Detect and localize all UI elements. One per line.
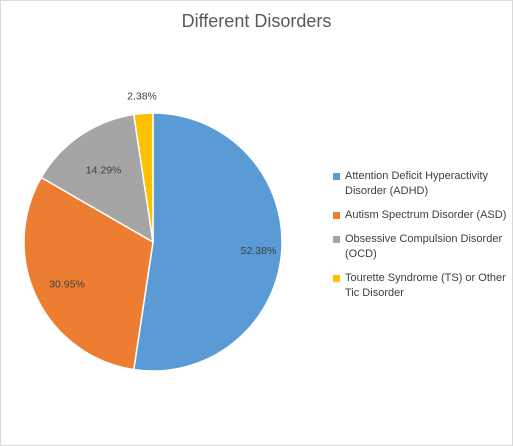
- pie-slices: [23, 112, 283, 372]
- pie-slice-ocd: [40, 113, 154, 244]
- legend-item-adhd: Attention Deficit Hyperactivity Disorder…: [333, 169, 508, 199]
- legend-swatch-ts: [333, 275, 340, 282]
- data-label-adhd: 52.38%: [241, 245, 277, 257]
- legend-item-ocd: Obsessive Compulsion Disorder (OCD): [333, 232, 508, 262]
- data-label-ts: 2.38%: [127, 90, 157, 102]
- legend-label-adhd: Attention Deficit Hyperactivity Disorder…: [345, 170, 489, 197]
- data-label-asd: 30.95%: [49, 278, 85, 290]
- legend-label-ts: Tourette Syndrome (TS) or Other Tic Diso…: [345, 272, 506, 299]
- legend-label-ocd: Obsessive Compulsion Disorder (OCD): [345, 233, 503, 260]
- legend-item-ts: Tourette Syndrome (TS) or Other Tic Diso…: [333, 271, 508, 301]
- legend: Attention Deficit Hyperactivity Disorder…: [333, 169, 508, 310]
- pie-slice-adhd: [132, 112, 283, 372]
- pie-slice-ts: [132, 112, 154, 243]
- legend-swatch-ocd: [333, 236, 340, 243]
- legend-swatch-asd: [333, 212, 340, 219]
- pie-slice-asd: [23, 176, 154, 371]
- legend-item-asd: Autism Spectrum Disorder (ASD): [333, 208, 508, 223]
- legend-label-asd: Autism Spectrum Disorder (ASD): [345, 209, 507, 221]
- data-label-ocd: 14.29%: [86, 165, 122, 177]
- pie-data-labels: 52.38% 30.95% 14.29% 2.38%: [49, 90, 276, 290]
- chart-title: Different Disorders: [181, 11, 332, 31]
- legend-swatch-adhd: [333, 173, 340, 180]
